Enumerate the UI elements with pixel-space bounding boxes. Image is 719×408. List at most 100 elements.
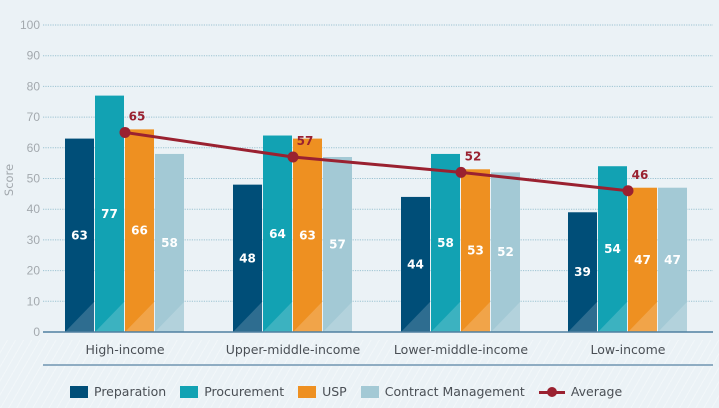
y-tick-label: 30 (27, 233, 41, 247)
average-value-label: 57 (297, 134, 314, 148)
bar (323, 157, 352, 332)
bar (233, 184, 262, 332)
x-category-label: High-income (85, 342, 164, 357)
legend-swatch (70, 385, 88, 398)
y-tick-label: 40 (27, 202, 41, 216)
legend-swatch (298, 385, 317, 398)
legend-line-marker-icon (538, 386, 565, 398)
bar-shade (491, 302, 520, 332)
bar-group: 58 (155, 153, 184, 332)
y-tick-label: 60 (27, 141, 41, 155)
bar-value-label: 63 (71, 228, 88, 242)
bar-group: 63 (293, 138, 322, 332)
bar-shade (155, 302, 184, 332)
bar (401, 196, 430, 332)
bar-value-label: 39 (574, 265, 591, 279)
y-tick-label: 90 (27, 49, 41, 63)
bar-group: 39 (568, 212, 597, 332)
average-point (455, 166, 467, 178)
average-point (119, 126, 131, 138)
x-category-label: Upper-middle-income (226, 342, 361, 357)
bar-shade (293, 302, 322, 332)
legend-label: Preparation (94, 384, 167, 399)
average-point (622, 185, 634, 197)
bar-value-label: 77 (101, 207, 118, 221)
bar-group: 47 (628, 187, 657, 332)
y-tick-label: 20 (27, 264, 41, 278)
legend-swatch (180, 385, 199, 398)
average-line-path (124, 130, 629, 193)
legend-label: Contract Management (384, 384, 525, 399)
legend-swatch (360, 385, 379, 398)
bar-group: 66 (125, 129, 154, 332)
y-tick-label: 70 (27, 110, 41, 124)
legend-label: USP (322, 384, 347, 399)
bar-shade (263, 302, 292, 332)
legend-label: Procurement (204, 384, 285, 399)
bar (125, 129, 154, 332)
bar-shade (401, 302, 430, 332)
legend-item: Contract Management (360, 384, 525, 399)
bar-group: 54 (598, 166, 627, 332)
bar (628, 187, 657, 332)
bar (293, 138, 322, 332)
bar (263, 135, 292, 332)
bar (658, 187, 687, 332)
average-point (287, 151, 299, 163)
y-tick-label: 100 (20, 18, 40, 32)
bar-shade (658, 302, 687, 332)
bar-value-label: 52 (497, 245, 514, 259)
bar (568, 212, 597, 332)
bar-shade (431, 302, 460, 332)
bar (155, 153, 184, 332)
bars: 63 77 66 58 48 64 63 57 44 58 53 52 39 54 47 47 (65, 95, 687, 332)
bar (65, 138, 94, 332)
bar-value-label: 44 (407, 257, 424, 271)
bar-group: 48 (233, 184, 262, 332)
legend-item: Procurement (180, 384, 284, 399)
bar-shade (628, 302, 657, 332)
bar-group: 77 (95, 95, 124, 332)
bar-group: 57 (323, 157, 352, 332)
y-tick-label: 80 (27, 79, 41, 93)
bar-value-label: 64 (269, 227, 286, 241)
legend-item: USP (298, 384, 347, 399)
bar-value-label: 66 (131, 224, 148, 238)
bar-group: 52 (491, 172, 520, 332)
bar-shade (95, 302, 124, 332)
bar-group: 64 (263, 135, 292, 332)
bar-group: 58 (431, 153, 460, 332)
bar-group: 47 (658, 187, 687, 332)
bar-value-label: 57 (329, 238, 346, 252)
bar (598, 166, 627, 332)
x-category-label: Low-income (591, 342, 666, 357)
average-value-label: 46 (632, 168, 649, 182)
bar-value-label: 63 (299, 228, 316, 242)
x-category-label: Lower-middle-income (394, 342, 528, 357)
bar-value-label: 47 (664, 253, 681, 267)
bar-value-label: 54 (604, 242, 621, 256)
bar-value-label: 53 (467, 244, 484, 258)
bar-shade (598, 302, 627, 332)
legend-item: Average (538, 384, 623, 399)
bar (461, 169, 490, 332)
average-value-label: 52 (465, 149, 482, 163)
legend-label: Average (570, 384, 623, 399)
y-tick-label: 50 (27, 172, 41, 186)
y-tick-label: 10 (27, 294, 41, 308)
average-line: 65 57 52 46 (119, 109, 649, 197)
y-tick-label: 0 (33, 325, 40, 339)
bar-shade (323, 302, 352, 332)
y-axis-ticks: 0 10 20 30 40 50 60 70 80 90 100 (20, 18, 40, 339)
bar-shade (65, 302, 94, 332)
bar-shade (233, 302, 262, 332)
bar-group: 53 (461, 169, 490, 332)
bar-value-label: 58 (437, 236, 454, 250)
average-value-label: 65 (129, 109, 146, 123)
bar-group: 63 (65, 138, 94, 332)
bar-shade (568, 302, 597, 332)
category-labels: High-income Upper-middle-income Lower-midd… (85, 342, 665, 357)
bar (95, 95, 124, 332)
bar-shade (125, 302, 154, 332)
